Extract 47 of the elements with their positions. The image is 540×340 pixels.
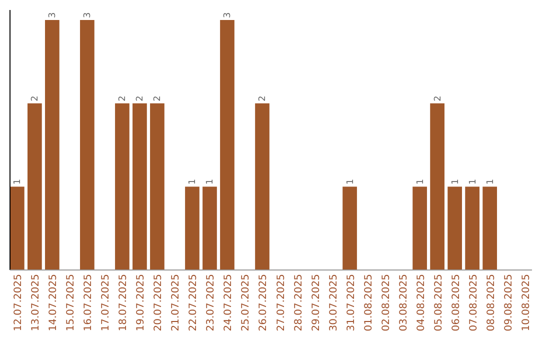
data-label: 2 [30, 96, 41, 102]
x-tick-label: 10.08.2025 [520, 274, 532, 332]
x-tick-label: 06.08.2025 [450, 274, 462, 332]
x-tick-label: 16.07.2025 [83, 274, 94, 332]
data-label: 2 [136, 96, 146, 102]
data-label: 3 [48, 12, 58, 18]
x-tick-label: 14.07.2025 [48, 274, 60, 332]
data-label: 2 [258, 96, 268, 102]
data-label: 2 [433, 96, 444, 102]
x-tick-label: 18.07.2025 [118, 274, 130, 332]
data-label: 2 [118, 96, 128, 102]
x-tick-label: 28.07.2025 [293, 274, 304, 332]
x-tick-label: 08.08.2025 [486, 274, 497, 332]
data-label: 1 [450, 178, 461, 185]
x-tick-label: 17.07.2025 [100, 274, 112, 332]
data-label: 1 [346, 178, 356, 185]
data-label: 1 [486, 178, 496, 185]
data-label: 3 [83, 12, 94, 18]
data-label: 1 [188, 178, 198, 185]
x-tick-label: 26.07.2025 [258, 274, 270, 332]
x-tick-label: 15.07.2025 [66, 274, 77, 332]
x-tick-label: 25.07.2025 [240, 274, 252, 332]
data-label: 1 [468, 178, 478, 185]
x-tick-label: 21.07.2025 [170, 274, 182, 332]
x-tick-label: 22.07.2025 [188, 274, 200, 332]
x-tick-label: 05.08.2025 [433, 274, 444, 332]
data-label: 1 [13, 178, 24, 185]
x-tick-label: 19.07.2025 [136, 274, 147, 332]
x-tick-label: 04.08.2025 [416, 274, 427, 332]
x-tick-label: 09.08.2025 [503, 274, 514, 332]
x-tick-label: 30.07.2025 [328, 274, 340, 332]
x-tick-label: 02.08.2025 [380, 274, 392, 332]
x-tick-label: 27.07.2025 [276, 274, 287, 332]
data-label: 1 [416, 178, 426, 185]
x-tick-label: 20.07.2025 [153, 274, 164, 332]
x-tick-label: 13.07.2025 [30, 274, 42, 332]
x-tick-label: 03.08.2025 [398, 274, 410, 332]
x-tick-label: 31.07.2025 [346, 274, 357, 332]
data-label: 1 [206, 178, 216, 185]
data-label: 2 [153, 96, 164, 102]
x-tick-label: 29.07.2025 [310, 274, 322, 332]
x-tick-label: 12.07.2025 [13, 274, 24, 332]
x-tick-label: 23.07.2025 [206, 274, 217, 332]
x-tick-label: 01.08.2025 [363, 274, 374, 332]
x-tick-label: 24.07.2025 [223, 274, 234, 332]
data-label: 3 [223, 12, 234, 18]
x-tick-label: 07.08.2025 [468, 274, 480, 332]
